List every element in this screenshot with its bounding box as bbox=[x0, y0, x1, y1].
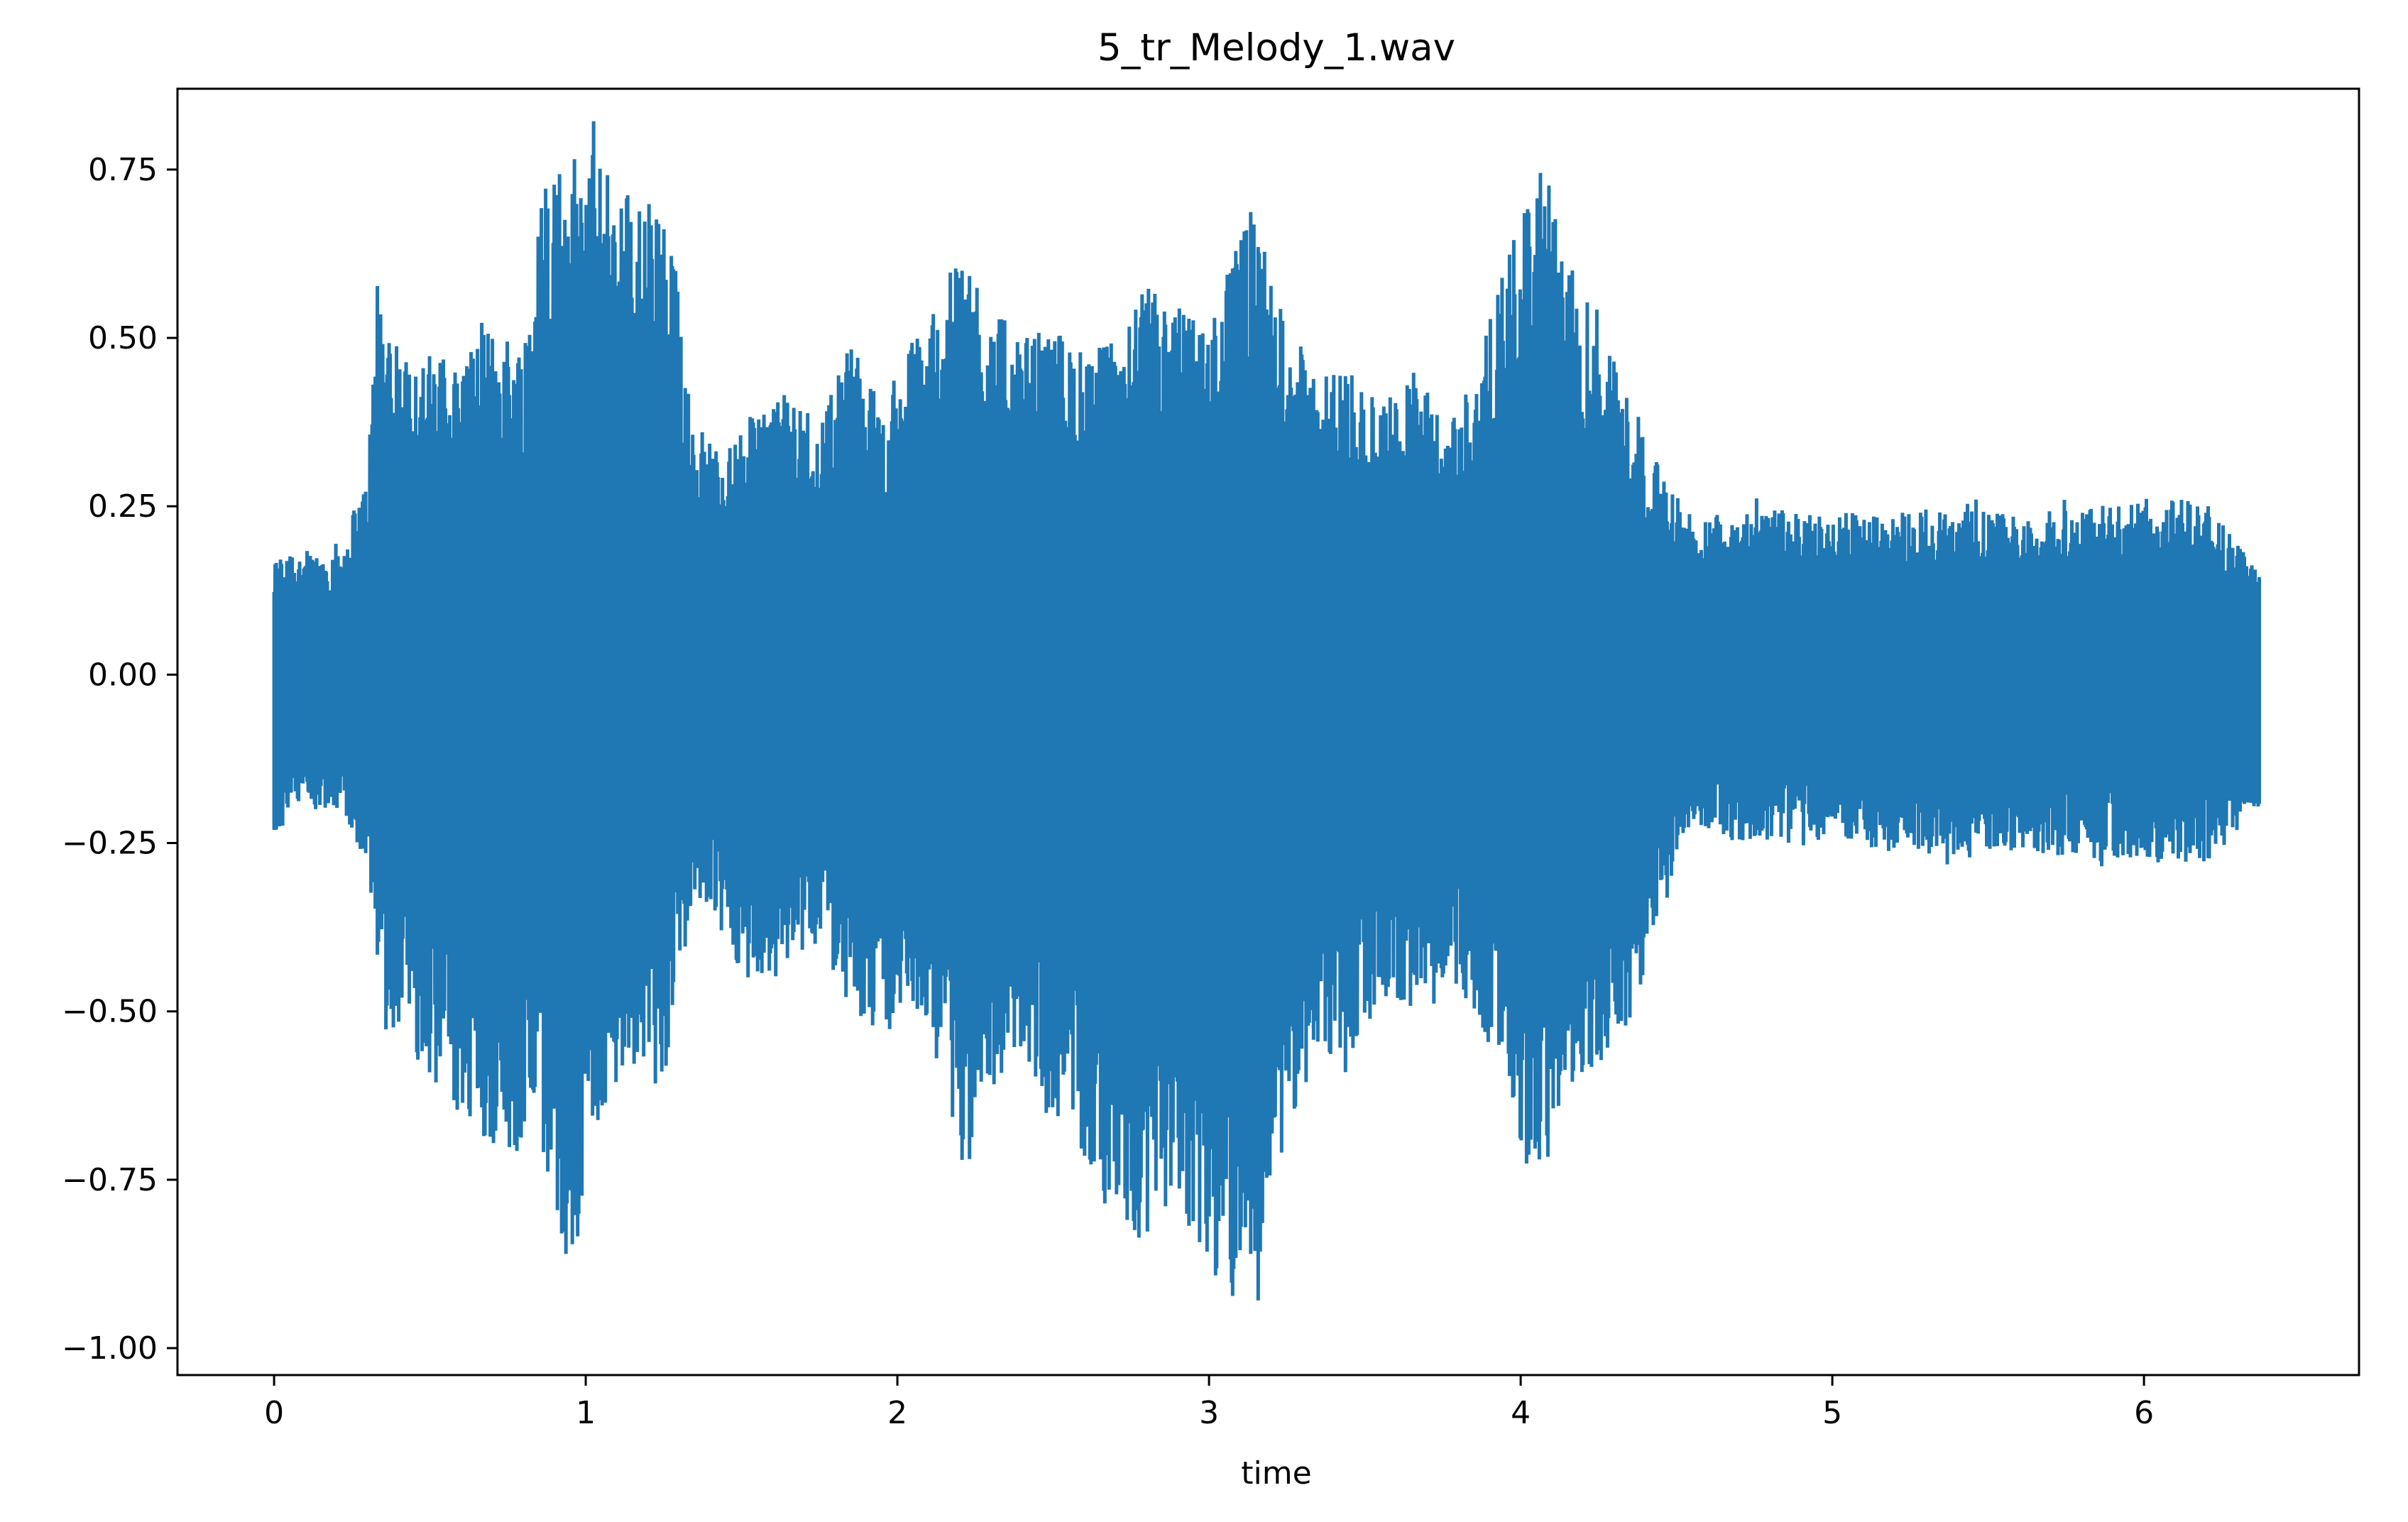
x-axis-label: time bbox=[1241, 1455, 1311, 1491]
y-tick-label: −0.50 bbox=[62, 994, 158, 1030]
plot-area bbox=[272, 121, 2261, 1301]
y-tick-label: 0.50 bbox=[88, 320, 158, 356]
x-tick-label: 1 bbox=[576, 1395, 596, 1431]
axes-frame bbox=[176, 87, 2360, 1376]
y-tick-label: 0.00 bbox=[88, 657, 158, 693]
chart-title: 5_tr_Melody_1.wav bbox=[1098, 26, 1455, 70]
x-tick-label: 4 bbox=[1511, 1395, 1531, 1431]
x-tick-label: 6 bbox=[2134, 1395, 2154, 1431]
waveform-series bbox=[272, 121, 2261, 1301]
x-axis: 0 1 2 3 4 5 6 bbox=[264, 1375, 2154, 1431]
y-axis: 0.75 0.50 0.25 0.00 −0.25 −0.50 −0.75 −1.00 bbox=[62, 152, 177, 1367]
y-tick-label: −1.00 bbox=[62, 1330, 158, 1367]
y-tick-label: −0.75 bbox=[62, 1162, 158, 1198]
x-tick-label: 5 bbox=[1822, 1395, 1842, 1431]
x-tick-label: 3 bbox=[1199, 1395, 1219, 1431]
x-tick-label: 2 bbox=[887, 1395, 907, 1431]
y-tick-label: 0.75 bbox=[88, 152, 158, 188]
y-tick-label: 0.25 bbox=[88, 488, 158, 525]
x-tick-label: 0 bbox=[264, 1395, 284, 1431]
y-tick-label: −0.25 bbox=[62, 826, 158, 862]
